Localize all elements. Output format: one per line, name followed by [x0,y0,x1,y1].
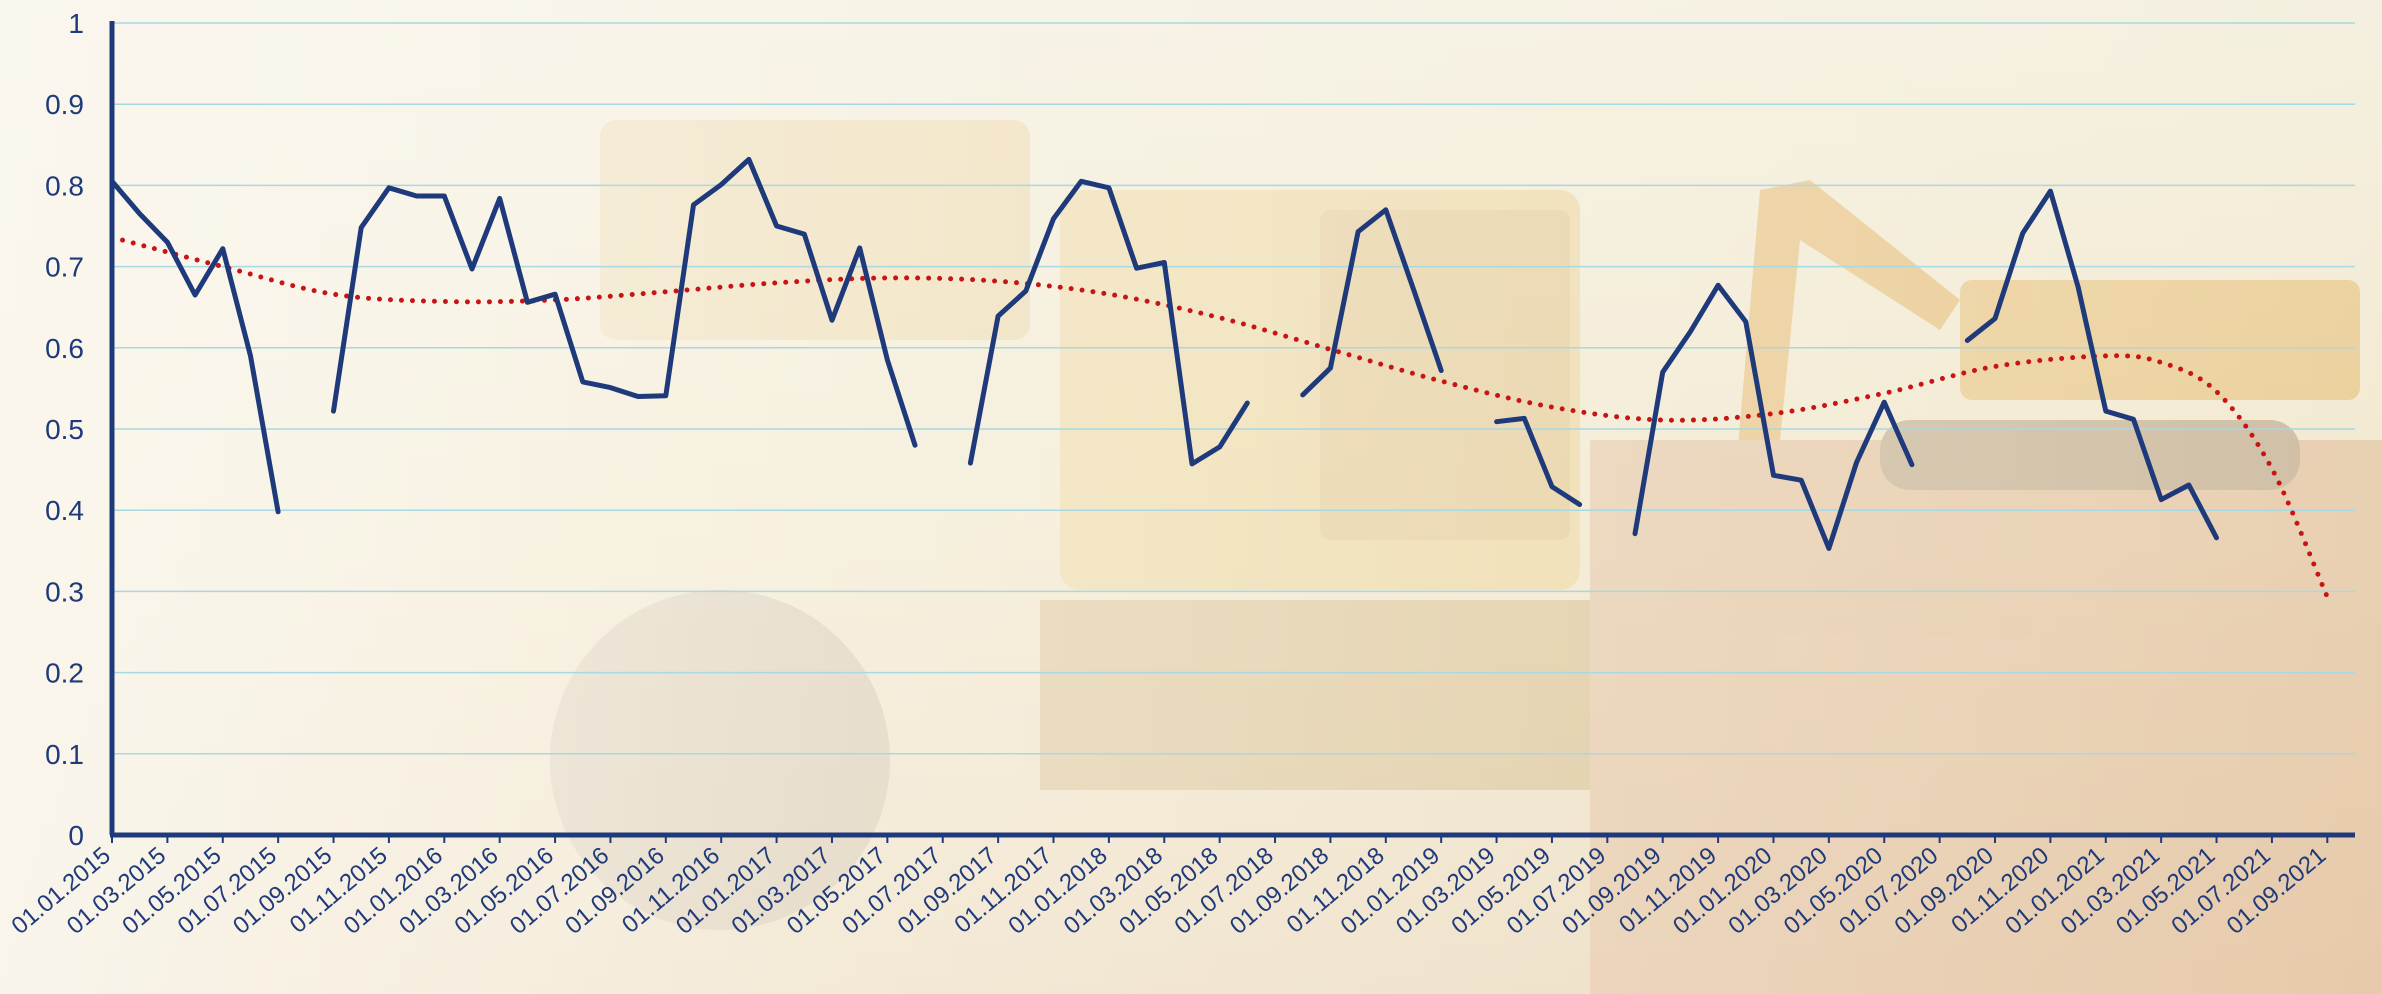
y-tick-label: 0.4 [45,495,84,526]
series-line-segment [1494,415,1583,507]
y-tick-label: 0.5 [45,414,84,445]
x-tick-labels: 01.01.201501.03.201501.05.201501.07.2015… [6,835,2331,940]
gridlines [112,22,2355,755]
y-tick-label: 0.6 [45,333,84,364]
y-tick-label: 1 [68,8,84,39]
y-tick-label: 0.8 [45,170,84,201]
y-tick-label: 0.3 [45,576,84,607]
y-tick-label: 0.9 [45,89,84,120]
axes [109,21,2355,838]
y-tick-labels: 0 0.1 0.2 0.3 0.4 0.5 0.6 0.7 0.8 0.9 1 [45,8,84,851]
series-line-segment [967,178,1250,467]
trendline [109,234,2330,600]
series-line-segment [109,178,281,515]
y-tick-label: 0.1 [45,739,84,770]
y-tick-label: 0.7 [45,252,84,283]
series-line-segment [1300,207,1444,398]
data-series [109,156,2219,551]
series-line-segment [331,156,918,448]
trendline-path [109,234,2330,600]
series-line-segment [1632,282,1915,551]
series-line-segment [1964,188,2219,541]
y-tick-label: 0 [68,820,84,851]
y-tick-label: 0.2 [45,658,84,689]
